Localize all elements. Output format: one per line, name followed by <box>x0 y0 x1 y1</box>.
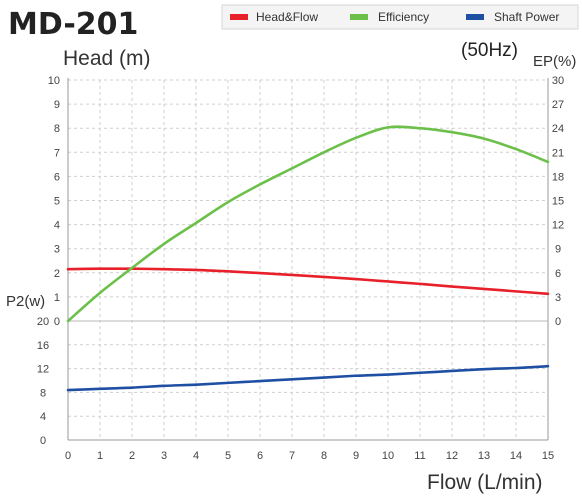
x-tick-label: 8 <box>321 450 327 462</box>
p2-tick-label: 12 <box>37 364 49 376</box>
head-tick-label: 5 <box>54 196 60 208</box>
head-tick-label: 0 <box>54 316 60 328</box>
legend-label-efficiency: Efficiency <box>378 10 429 24</box>
head-tick-label: 9 <box>54 99 60 111</box>
head-tick-label: 4 <box>54 220 60 232</box>
head-tick-label: 10 <box>48 75 60 87</box>
ep-tick-label: 6 <box>555 268 561 280</box>
ep-axis-title: EP(%) <box>533 53 576 70</box>
legend-label-head-flow: Head&Flow <box>256 10 318 24</box>
ep-tick-label: 12 <box>552 220 564 232</box>
x-tick-label: 3 <box>161 450 167 462</box>
x-tick-label: 0 <box>65 450 71 462</box>
x-tick-label: 11 <box>414 450 425 462</box>
series-lines <box>66 125 550 392</box>
x-tick-label: 14 <box>510 450 522 462</box>
chart-title: MD-201 <box>8 7 138 42</box>
x-tick-label: 5 <box>225 450 231 462</box>
ep-tick-label: 0 <box>555 316 561 328</box>
x-tick-label: 15 <box>542 450 554 462</box>
axes <box>67 78 549 441</box>
x-tick-label: 9 <box>353 450 359 462</box>
x-tick-label: 2 <box>129 450 135 462</box>
p2-tick-label: 4 <box>40 411 46 423</box>
ep-tick-label: 27 <box>552 99 564 111</box>
x-tick-label: 1 <box>97 450 103 462</box>
legend-swatch-shaft-power <box>466 14 484 20</box>
head-tick-label: 6 <box>54 171 60 183</box>
head-tick-label: 7 <box>54 147 60 159</box>
tick-labels: 0 1 2 3 4 5 6 7 8 9 10 11 12 13 14 15012345678910036912… <box>37 75 564 462</box>
series-line-head-flow <box>66 267 550 296</box>
ep-tick-label: 3 <box>555 292 561 304</box>
series-line-efficiency <box>66 125 550 323</box>
frequency-label: (50Hz) <box>461 40 518 61</box>
p2-tick-label: 0 <box>40 435 46 447</box>
head-tick-label: 3 <box>54 244 60 256</box>
series-line-shaft-power <box>66 364 550 392</box>
x-tick-label: 4 <box>193 450 199 462</box>
ep-tick-label: 21 <box>552 147 564 159</box>
p2-tick-label: 8 <box>40 387 46 399</box>
legend-swatch-efficiency <box>350 14 368 20</box>
x-tick-label: 10 <box>382 450 394 462</box>
x-tick-label: 12 <box>446 450 458 462</box>
x-tick-label: 6 <box>257 450 263 462</box>
ep-tick-label: 30 <box>552 75 564 87</box>
p2-tick-label: 20 <box>37 316 49 328</box>
legend-swatch-head-flow <box>230 14 248 20</box>
legend-box <box>221 4 579 30</box>
x-tick-label: 7 <box>289 450 295 462</box>
head-tick-label: 8 <box>54 123 60 135</box>
x-axis-title: Flow (L/min) <box>427 471 543 494</box>
p2-axis-title: P2(w) <box>6 293 45 310</box>
ep-tick-label: 24 <box>552 123 564 135</box>
head-tick-label: 2 <box>54 268 60 280</box>
ep-tick-label: 18 <box>552 171 564 183</box>
legend: Head&Flow Efficiency Shaft Power <box>221 4 579 30</box>
head-axis-title: Head (m) <box>63 47 151 70</box>
legend-label-shaft-power: Shaft Power <box>494 10 559 24</box>
ep-tick-label: 15 <box>552 196 564 208</box>
head-tick-label: 1 <box>54 292 60 304</box>
ep-tick-label: 9 <box>555 244 561 256</box>
p2-tick-label: 16 <box>37 340 49 352</box>
x-tick-label: 13 <box>478 450 490 462</box>
